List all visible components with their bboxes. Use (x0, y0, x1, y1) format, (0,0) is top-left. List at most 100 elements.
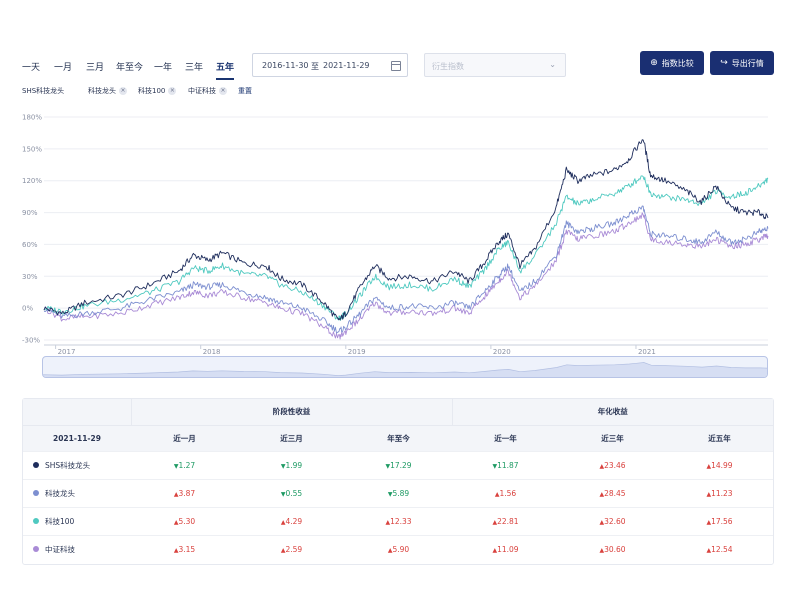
return-cell: ▲28.45 (559, 478, 666, 507)
arrow-up-icon: ▲ (599, 518, 605, 526)
return-cell: ▲12.54 (666, 534, 773, 563)
return-value: 4.29 (285, 516, 303, 526)
return-value: 12.33 (390, 516, 412, 526)
return-cell: ▲5.30 (131, 506, 238, 535)
return-cell: ▼17.29 (345, 450, 452, 479)
return-value: 22.81 (497, 516, 519, 526)
tag-item[interactable]: 科技龙头 × (88, 86, 127, 96)
y-tick-label: -30% (22, 337, 40, 345)
table-date: 2021-11-29 (23, 424, 131, 451)
y-tick-label: 30% (22, 273, 38, 281)
export-icon: ↪ (720, 58, 728, 68)
index-select-placeholder: 衍生指数 (432, 62, 464, 71)
line-chart: 180% 150% 120% 90% 60% 30% 0% -30% 2017 2018 2019 2… (22, 114, 769, 355)
tag-item[interactable]: 中证科技 × (188, 86, 227, 96)
row-name: SHS科技龙头 (23, 450, 131, 479)
compare-icon: ⊕ (650, 58, 658, 68)
return-cell: ▲22.81 (452, 506, 559, 535)
arrow-up-icon: ▲ (599, 546, 605, 554)
series-line-0 (43, 139, 769, 321)
row-name: 科技龙头 (23, 478, 131, 507)
series-dot (33, 461, 39, 468)
return-value: 17.29 (390, 460, 412, 470)
table-row: 中证科技 ▲3.15 ▲2.59 ▲5.90 ▲11.09 ▲30.60 ▲12.54 (23, 534, 773, 563)
return-value: 3.87 (178, 488, 196, 498)
export-button[interactable]: ↪ 导出行情 (710, 51, 774, 75)
return-value: 11.87 (497, 460, 519, 470)
arrow-down-icon: ▼ (492, 462, 498, 470)
period-tab-1y[interactable]: 一年 (154, 63, 173, 73)
series-dot (33, 517, 39, 524)
return-cell: ▲1.56 (452, 478, 559, 507)
return-value: 28.45 (604, 488, 626, 498)
x-tick-label: 2017 (58, 348, 76, 355)
return-value: 14.99 (711, 460, 733, 470)
return-value: 1.56 (499, 488, 517, 498)
table-row: SHS科技龙头 ▼1.27 ▼1.99 ▼17.29 ▼11.87 ▲23.46 ▲14.9… (23, 450, 773, 479)
date-start: 2016-11-30 (262, 61, 309, 70)
period-tab-ytd[interactable]: 年至今 (116, 63, 144, 73)
return-cell: ▼5.89 (345, 478, 452, 507)
return-value: 17.56 (711, 516, 733, 526)
y-tick-label: 120% (22, 177, 42, 185)
column-header: 近三月 (238, 424, 345, 451)
y-tick-label: 90% (22, 209, 38, 217)
return-cell: ▼0.55 (238, 478, 345, 507)
return-value: 30.60 (604, 544, 626, 554)
period-tab-1d[interactable]: 一天 (22, 63, 41, 73)
close-icon[interactable]: × (119, 87, 127, 95)
y-tick-label: 60% (22, 241, 38, 249)
column-header: 近一年 (452, 424, 559, 451)
return-value: 5.89 (392, 488, 410, 498)
return-cell: ▲12.33 (345, 506, 452, 535)
table-row: 科技100 ▲5.30 ▲4.29 ▲12.33 ▲22.81 ▲32.60 ▲17.56 (23, 506, 773, 535)
index-select[interactable]: 衍生指数 ⌄ (424, 53, 566, 77)
return-cell: ▲30.60 (559, 534, 666, 563)
return-cell: ▲14.99 (666, 450, 773, 479)
calendar-icon[interactable] (391, 61, 401, 71)
row-name-label: 科技100 (45, 516, 75, 526)
group-header-period: 阶段性收益 (130, 399, 452, 425)
table-body: SHS科技龙头 ▼1.27 ▼1.99 ▼17.29 ▼11.87 ▲23.46 ▲14.9… (23, 450, 773, 563)
navigator-area (43, 362, 767, 377)
date-range-picker[interactable]: 2016-11-30 至 2021-11-29 (252, 53, 408, 77)
return-value: 2.59 (285, 544, 303, 554)
return-cell: ▲11.23 (666, 478, 773, 507)
arrow-up-icon: ▲ (492, 518, 498, 526)
period-tab-3y[interactable]: 三年 (185, 63, 204, 73)
series-line-3 (43, 212, 769, 340)
export-button-label: 导出行情 (731, 58, 764, 68)
range-slider[interactable] (42, 356, 768, 378)
arrow-up-icon: ▲ (706, 462, 712, 470)
return-value: 11.09 (497, 544, 519, 554)
arrow-down-icon: ▼ (387, 490, 393, 498)
y-tick-label: 180% (22, 114, 42, 122)
returns-table: 阶段性收益 年化收益 2021-11-29 近一月 近三月 年至今 近一年 近三… (22, 398, 774, 565)
date-end: 2021-11-29 (323, 61, 370, 70)
navigator-preview (43, 362, 767, 377)
x-tick-label: 2018 (203, 348, 221, 355)
arrow-up-icon: ▲ (280, 518, 286, 526)
return-cell: ▲4.29 (238, 506, 345, 535)
arrow-up-icon: ▲ (706, 518, 712, 526)
arrow-up-icon: ▲ (387, 546, 393, 554)
row-name: 中证科技 (23, 534, 131, 563)
return-cell: ▲32.60 (559, 506, 666, 535)
period-tab-3m[interactable]: 三月 (86, 63, 105, 73)
column-header: 近三年 (559, 424, 666, 451)
reset-link[interactable]: 重置 (238, 87, 252, 95)
period-tab-1m[interactable]: 一月 (54, 63, 73, 73)
tag-item[interactable]: 科技100 × (138, 86, 177, 96)
return-cell: ▲3.87 (131, 478, 238, 507)
compare-button[interactable]: ⊕ 指数比较 (640, 51, 704, 75)
close-icon[interactable]: × (168, 87, 177, 95)
period-tab-5y[interactable]: 五年 (216, 60, 235, 80)
return-value: 1.99 (285, 460, 303, 470)
column-header: 近五年 (666, 424, 773, 451)
row-name-label: 中证科技 (45, 544, 75, 554)
close-icon[interactable]: × (219, 87, 227, 95)
return-value: 0.55 (285, 488, 303, 498)
return-cell: ▲17.56 (666, 506, 773, 535)
tag-label: 科技龙头 (88, 87, 116, 95)
arrow-up-icon: ▲ (385, 518, 391, 526)
